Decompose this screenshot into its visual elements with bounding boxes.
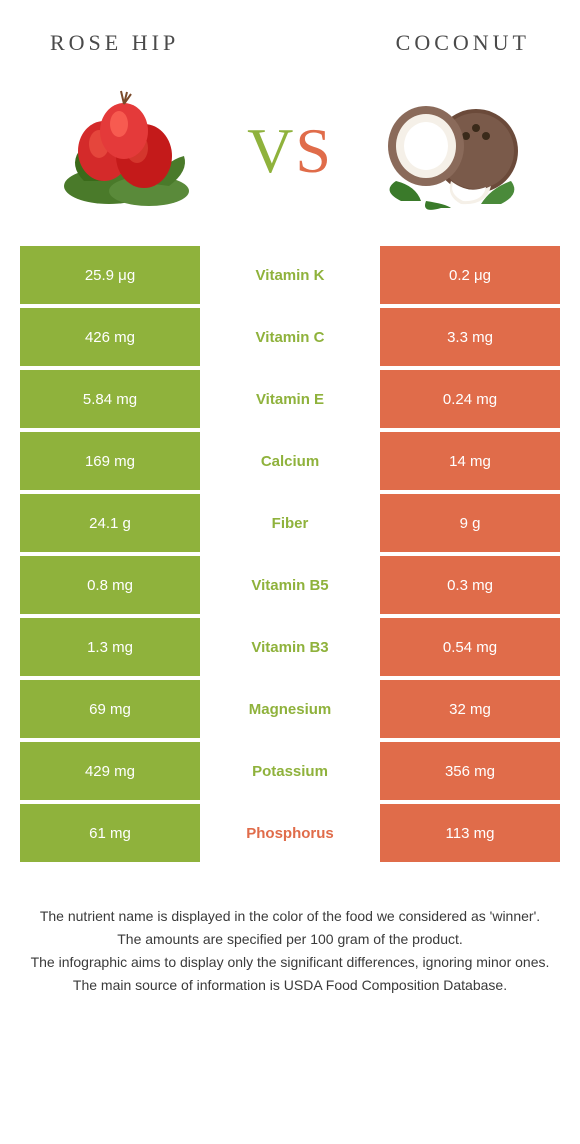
value-right: 14 mg	[380, 432, 560, 490]
table-row: 1.3 mgVitamin B30.54 mg	[20, 618, 560, 676]
value-left: 426 mg	[20, 308, 200, 366]
rosehip-image	[49, 86, 209, 216]
nutrient-name: Potassium	[200, 742, 380, 800]
value-right: 356 mg	[380, 742, 560, 800]
value-left: 429 mg	[20, 742, 200, 800]
value-right: 113 mg	[380, 804, 560, 862]
nutrient-name: Calcium	[200, 432, 380, 490]
table-row: 24.1 gFiber9 g	[20, 494, 560, 552]
value-left: 0.8 mg	[20, 556, 200, 614]
table-row: 5.84 mgVitamin E0.24 mg	[20, 370, 560, 428]
value-left: 5.84 mg	[20, 370, 200, 428]
footnote-line: The main source of information is USDA F…	[30, 975, 550, 996]
value-right: 32 mg	[380, 680, 560, 738]
header-row: Rose hip Coconut	[0, 0, 580, 76]
value-left: 25.9 μg	[20, 246, 200, 304]
footnote-line: The infographic aims to display only the…	[30, 952, 550, 973]
title-right: Coconut	[396, 30, 530, 56]
nutrient-name: Phosphorus	[200, 804, 380, 862]
value-left: 24.1 g	[20, 494, 200, 552]
value-right: 0.54 mg	[380, 618, 560, 676]
nutrient-name: Fiber	[200, 494, 380, 552]
footnotes: The nutrient name is displayed in the co…	[0, 866, 580, 996]
nutrient-name: Vitamin K	[200, 246, 380, 304]
image-row: VS	[0, 76, 580, 246]
value-right: 0.3 mg	[380, 556, 560, 614]
table-row: 426 mgVitamin C3.3 mg	[20, 308, 560, 366]
value-left: 69 mg	[20, 680, 200, 738]
nutrient-name: Vitamin E	[200, 370, 380, 428]
coconut-image	[371, 86, 531, 216]
table-row: 25.9 μgVitamin K0.2 μg	[20, 246, 560, 304]
table-row: 169 mgCalcium14 mg	[20, 432, 560, 490]
title-left: Rose hip	[50, 30, 179, 56]
table-row: 61 mgPhosphorus113 mg	[20, 804, 560, 862]
value-right: 9 g	[380, 494, 560, 552]
table-row: 69 mgMagnesium32 mg	[20, 680, 560, 738]
vs-label: VS	[247, 114, 333, 188]
value-right: 0.24 mg	[380, 370, 560, 428]
value-right: 0.2 μg	[380, 246, 560, 304]
value-left: 1.3 mg	[20, 618, 200, 676]
nutrient-name: Magnesium	[200, 680, 380, 738]
footnote-line: The amounts are specified per 100 gram o…	[30, 929, 550, 950]
footnote-line: The nutrient name is displayed in the co…	[30, 906, 550, 927]
vs-v: V	[247, 115, 295, 186]
table-row: 429 mgPotassium356 mg	[20, 742, 560, 800]
value-right: 3.3 mg	[380, 308, 560, 366]
table-row: 0.8 mgVitamin B50.3 mg	[20, 556, 560, 614]
nutrient-name: Vitamin B3	[200, 618, 380, 676]
nutrient-name: Vitamin C	[200, 308, 380, 366]
value-left: 61 mg	[20, 804, 200, 862]
vs-s: S	[295, 115, 333, 186]
nutrient-table: 25.9 μgVitamin K0.2 μg426 mgVitamin C3.3…	[20, 246, 560, 862]
value-left: 169 mg	[20, 432, 200, 490]
nutrient-name: Vitamin B5	[200, 556, 380, 614]
